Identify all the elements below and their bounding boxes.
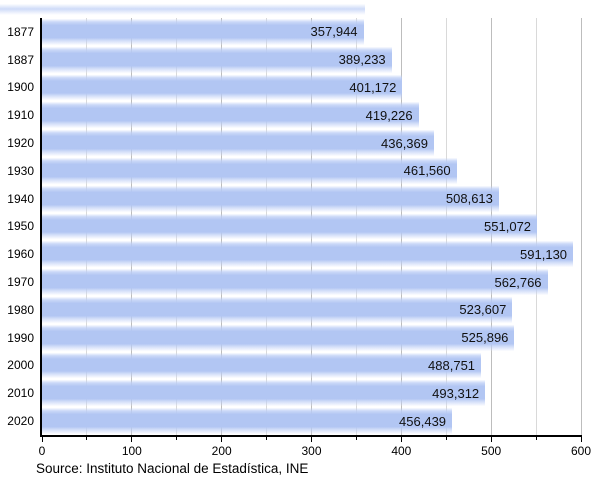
bar-value-label: 456,439: [399, 413, 447, 429]
bar-value-label: 357,944: [310, 24, 358, 40]
bar-1940: 508,613: [42, 185, 499, 212]
x-tick-600: [580, 435, 582, 442]
x-tick-500: [490, 435, 492, 442]
x-tick-label-500: 500: [481, 444, 502, 458]
y-axis-label-2020: 2020: [7, 414, 34, 429]
bar-value-label: 419,226: [365, 107, 413, 123]
x-tick-200: [221, 435, 223, 442]
bar-2010: 493,312: [42, 380, 486, 407]
y-axis-label-1970: 1970: [7, 275, 34, 290]
x-tick-300: [311, 435, 312, 442]
y-axis-label-1920: 1920: [7, 136, 34, 151]
bar-value-label: 508,613: [445, 191, 493, 207]
x-tick-350: [355, 435, 357, 440]
bar-1980: 523,607: [42, 297, 513, 323]
bar-value-label: 436,369: [381, 135, 428, 151]
bar-2000: 488,751: [42, 352, 482, 379]
bar-1910: 419,226: [42, 102, 419, 129]
y-axis-label-1877: 1877: [7, 24, 34, 39]
x-tick-400: [400, 435, 402, 442]
y-axis-label-1950: 1950: [7, 219, 34, 234]
bar-1877: 357,944: [42, 19, 364, 45]
gridline-major-600: [580, 18, 582, 435]
bar-1970: 562,766: [42, 269, 548, 295]
bar-value-label: 389,233: [338, 52, 386, 68]
x-tick-150: [176, 435, 178, 440]
x-tick-100: [131, 435, 133, 442]
x-tick-550: [535, 435, 537, 440]
bar-1950: 551,072: [42, 213, 538, 240]
bar-value-label: 401,172: [349, 79, 397, 95]
x-tick-label-100: 100: [121, 444, 142, 458]
x-tick-250: [266, 435, 268, 440]
bar-1960: 591,130: [42, 241, 574, 268]
bar-value-label: 523,607: [459, 302, 507, 318]
x-tick-450: [445, 435, 447, 440]
x-tick-label-0: 0: [38, 444, 46, 458]
x-tick-50: [86, 435, 88, 440]
bar-value-label: 461,560: [403, 163, 451, 179]
y-axis-label-2010: 2010: [7, 386, 34, 401]
bar-1920: 436,369: [42, 130, 434, 156]
bar-glow-strip: [0, 4, 365, 15]
x-tick-label-600: 600: [570, 444, 592, 458]
x-tick-0: [41, 435, 43, 442]
bar-value-label: 493,312: [432, 385, 480, 401]
y-axis-label-1960: 1960: [7, 247, 34, 262]
x-tick-label-200: 200: [211, 444, 232, 458]
bar-1887: 389,233: [42, 46, 392, 73]
x-tick-label-300: 300: [301, 444, 322, 458]
y-axis-label-2000: 2000: [7, 358, 34, 373]
y-axis-label-1940: 1940: [7, 191, 34, 206]
bar-value-label: 551,072: [484, 218, 532, 234]
bar-value-label: 525,896: [461, 330, 509, 346]
y-axis-label-1930: 1930: [7, 163, 34, 178]
bar-1900: 401,172: [42, 74, 403, 101]
bar-value-label: 562,766: [494, 274, 542, 290]
bar-1930: 461,560: [42, 158, 457, 184]
y-axis-label-1990: 1990: [7, 330, 34, 345]
bar-value-label: 591,130: [520, 246, 568, 262]
bar-2020: 456,439: [42, 408, 453, 434]
plot-area: 357,944 389,233 401,172 419,226 436,369 461,5…: [39, 18, 591, 458]
y-axis-label-1980: 1980: [7, 302, 34, 317]
x-tick-label-400: 400: [391, 444, 412, 458]
y-axis-label-1900: 1900: [7, 80, 34, 95]
y-axis-label-1887: 1887: [7, 52, 34, 67]
source-caption: Source: Instituto Nacional de Estadístic…: [36, 461, 309, 476]
bar-1990: 525,896: [42, 324, 515, 351]
y-axis-label-1910: 1910: [7, 108, 34, 123]
bar-value-label: 488,751: [428, 357, 476, 373]
